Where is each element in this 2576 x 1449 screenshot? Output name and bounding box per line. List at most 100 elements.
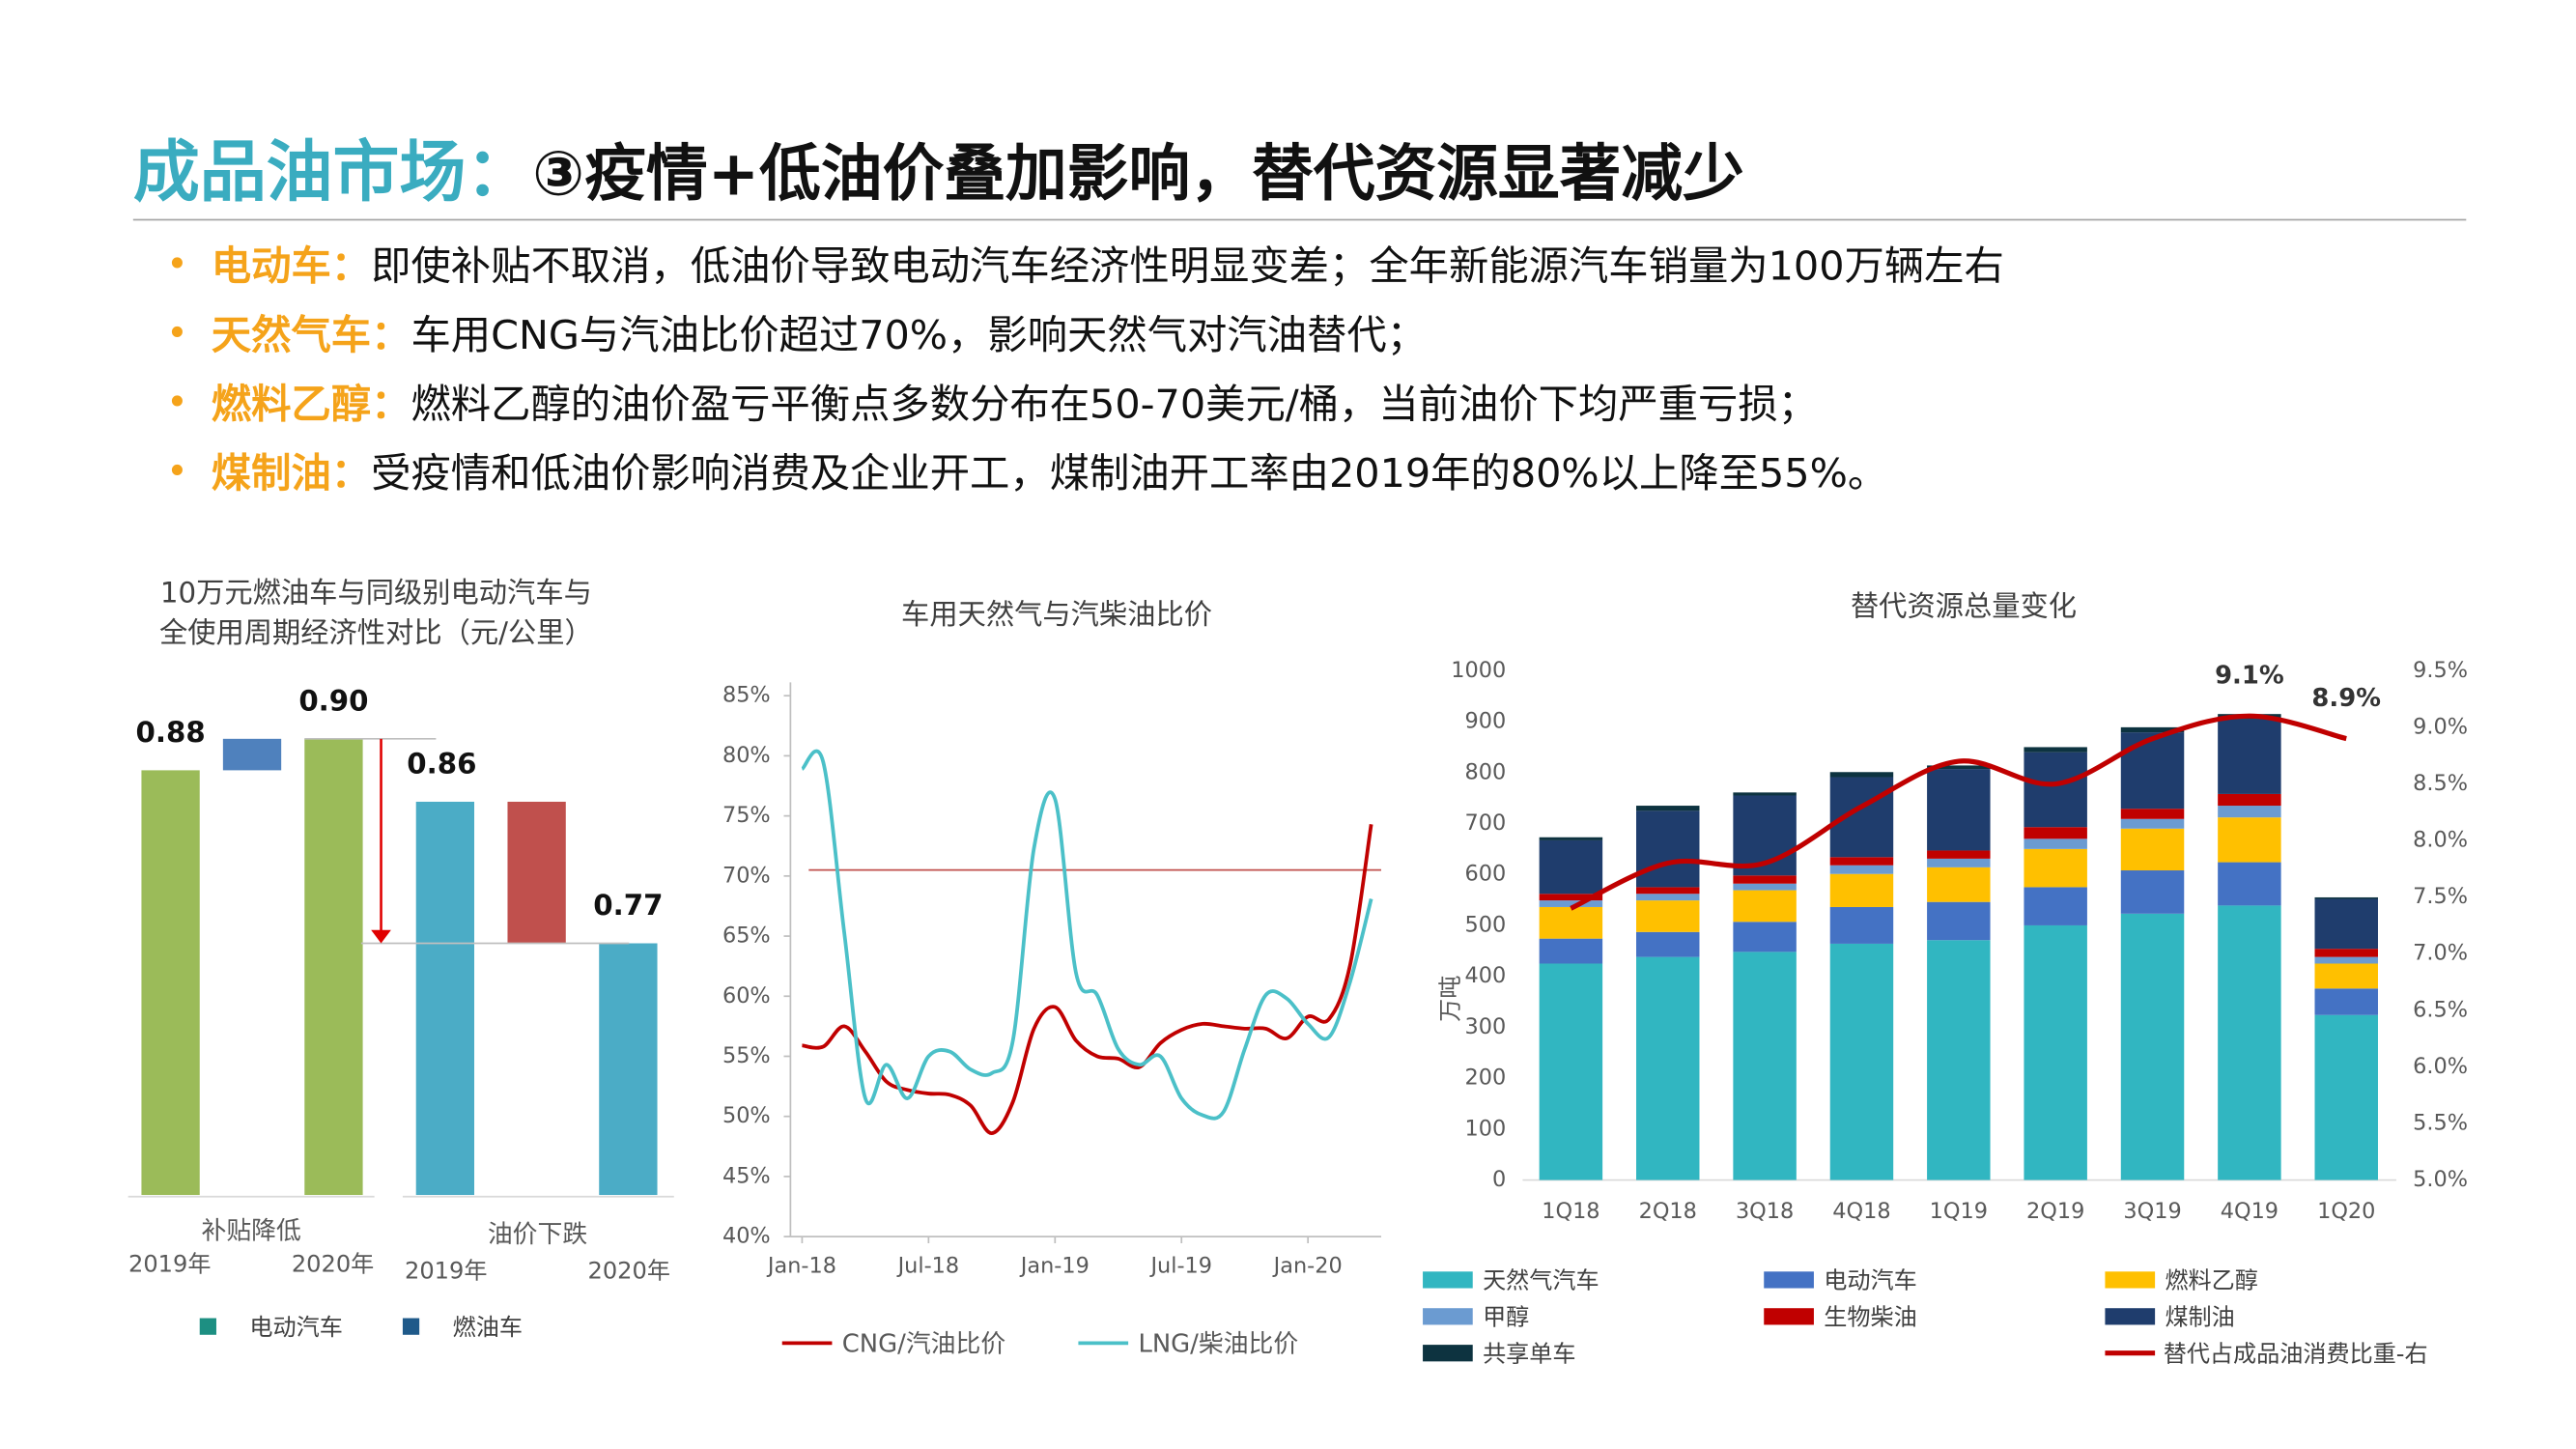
bar-segment	[2024, 838, 2087, 849]
legend-label: 共享单车	[1483, 1340, 1575, 1367]
legend-label: 电动汽车	[1824, 1267, 1916, 1294]
y-tick-label: 800	[1464, 759, 1506, 784]
arrow-head	[371, 929, 391, 944]
x-tick-label: Jan-18	[766, 1254, 836, 1279]
chart-title: 10万元燃油车与同级别电动汽车与	[160, 577, 592, 610]
y-tick-label: 45%	[722, 1163, 771, 1188]
x-tick-label: 2Q19	[2026, 1199, 2084, 1224]
group-label: 油价下跌	[488, 1220, 587, 1249]
bullet-dot: •	[166, 312, 187, 355]
bar-segment	[2024, 924, 2087, 1180]
bar-segment	[1733, 883, 1797, 891]
bar-segment	[2218, 862, 2281, 906]
bar-segment	[1539, 837, 1603, 840]
bullet-label: 天然气车：	[212, 312, 411, 358]
line-series	[1570, 713, 2347, 911]
bar-segment	[1829, 873, 1894, 907]
bar-segment	[1636, 894, 1700, 901]
y2-tick-label: 6.5%	[2413, 997, 2468, 1022]
y-tick-label: 700	[1464, 810, 1506, 836]
bar	[141, 770, 200, 1196]
bullet-label: 电动车：	[212, 242, 371, 289]
bar-segment	[1927, 867, 1991, 902]
bar-segment	[1733, 952, 1797, 1180]
bar-segment	[2120, 870, 2185, 914]
bar-segment	[1927, 901, 1991, 941]
line-series	[801, 749, 1373, 1121]
bar-segment	[2120, 732, 2185, 810]
bar-segment	[2218, 905, 2281, 1180]
y2-tick-label: 9.5%	[2413, 658, 2468, 683]
category-label: 2020年	[588, 1257, 670, 1284]
legend-swatch	[1764, 1271, 1814, 1289]
y2-tick-label: 5.0%	[2413, 1167, 2468, 1192]
y-tick-label: 400	[1464, 963, 1506, 988]
legend-swatch	[199, 1318, 216, 1335]
bar	[599, 943, 658, 1196]
bar-segment	[2024, 747, 2087, 753]
y-tick-label: 60%	[722, 983, 771, 1009]
x-tick-label: 2Q18	[1639, 1199, 1697, 1224]
bar-segment	[1733, 875, 1797, 884]
bar-segment	[1733, 922, 1797, 952]
bar-segment	[1733, 792, 1797, 796]
legend-label: 天然气汽车	[1483, 1267, 1599, 1294]
y-tick-label: 50%	[722, 1103, 771, 1128]
bar-segment	[2024, 887, 2087, 925]
bullet: 煤制油：受疫情和低油价影响消费及企业开工，煤制油开工率由2019年的80%以上降…	[212, 450, 1887, 497]
bar-segment	[1829, 906, 1894, 944]
change-bar	[507, 801, 566, 944]
bar-segment	[1636, 887, 1700, 895]
bullet-text: 车用CNG与汽油比价超过70%，影响天然气对汽油替代；	[410, 312, 1427, 358]
bullet-label: 燃料乙醇：	[212, 381, 411, 427]
slide-title: 成品油市场：③疫情+低油价叠加影响，替代资源显著减少	[133, 134, 1744, 212]
bar-segment	[1539, 906, 1603, 939]
x-tick-label: Jul-19	[1148, 1254, 1212, 1279]
legend-label: 电动汽车	[249, 1314, 342, 1341]
bar-segment	[2314, 898, 2378, 950]
legend-label: 燃料乙醇	[2165, 1267, 2257, 1294]
bullet: 天然气车：车用CNG与汽油比价超过70%，影响天然气对汽油替代；	[212, 312, 1427, 358]
bar-segment	[1539, 938, 1603, 964]
y-tick-label: 0	[1492, 1167, 1506, 1192]
bullet-dot: •	[166, 381, 187, 423]
value-label: 9.1%	[2215, 661, 2284, 690]
bullet-text: 受疫情和低油价影响消费及企业开工，煤制油开工率由2019年的80%以上降至55%…	[371, 450, 1887, 497]
y2-tick-label: 7.5%	[2413, 884, 2468, 909]
bar-segment	[1927, 769, 1991, 851]
x-tick-label: Jan-19	[1019, 1254, 1090, 1279]
bar-segment	[2218, 793, 2281, 807]
bar-segment	[2120, 809, 2185, 819]
x-tick-label: 1Q20	[2317, 1199, 2375, 1224]
bar-segment	[1636, 956, 1700, 1180]
chart-title: 替代资源总量变化	[1851, 589, 2077, 622]
bar-segment	[2314, 1014, 2378, 1180]
y-tick-label: 75%	[722, 803, 771, 828]
bar-segment	[2314, 988, 2378, 1015]
bar-segment	[1829, 943, 1894, 1180]
bar-segment	[1927, 940, 1991, 1180]
x-tick-label: 4Q18	[1832, 1199, 1890, 1224]
bar-segment	[1829, 857, 1894, 866]
bar-segment	[1636, 900, 1700, 932]
x-tick-label: 1Q18	[1542, 1199, 1599, 1224]
legend-swatch	[1423, 1308, 1473, 1325]
value-label: 0.88	[135, 716, 205, 749]
title-prefix: 成品油市场：	[133, 134, 532, 212]
y2-tick-label: 9.0%	[2413, 714, 2468, 739]
bullet-dot: •	[166, 242, 187, 285]
legend-swatch	[1423, 1271, 1473, 1289]
bar-segment	[2120, 828, 2185, 871]
bar	[304, 738, 363, 1196]
bar-segment	[2024, 848, 2087, 888]
legend-label: 燃油车	[453, 1314, 523, 1341]
y2-tick-label: 6.0%	[2413, 1054, 2468, 1079]
legend-swatch	[2105, 1308, 2156, 1325]
y-tick-label: 65%	[722, 923, 771, 949]
legend-swatch	[1423, 1345, 1473, 1362]
bar-segment	[1927, 765, 1991, 770]
y-tick-label: 40%	[722, 1224, 771, 1249]
y-tick-label: 100	[1464, 1116, 1506, 1141]
y-tick-label: 900	[1464, 709, 1506, 734]
